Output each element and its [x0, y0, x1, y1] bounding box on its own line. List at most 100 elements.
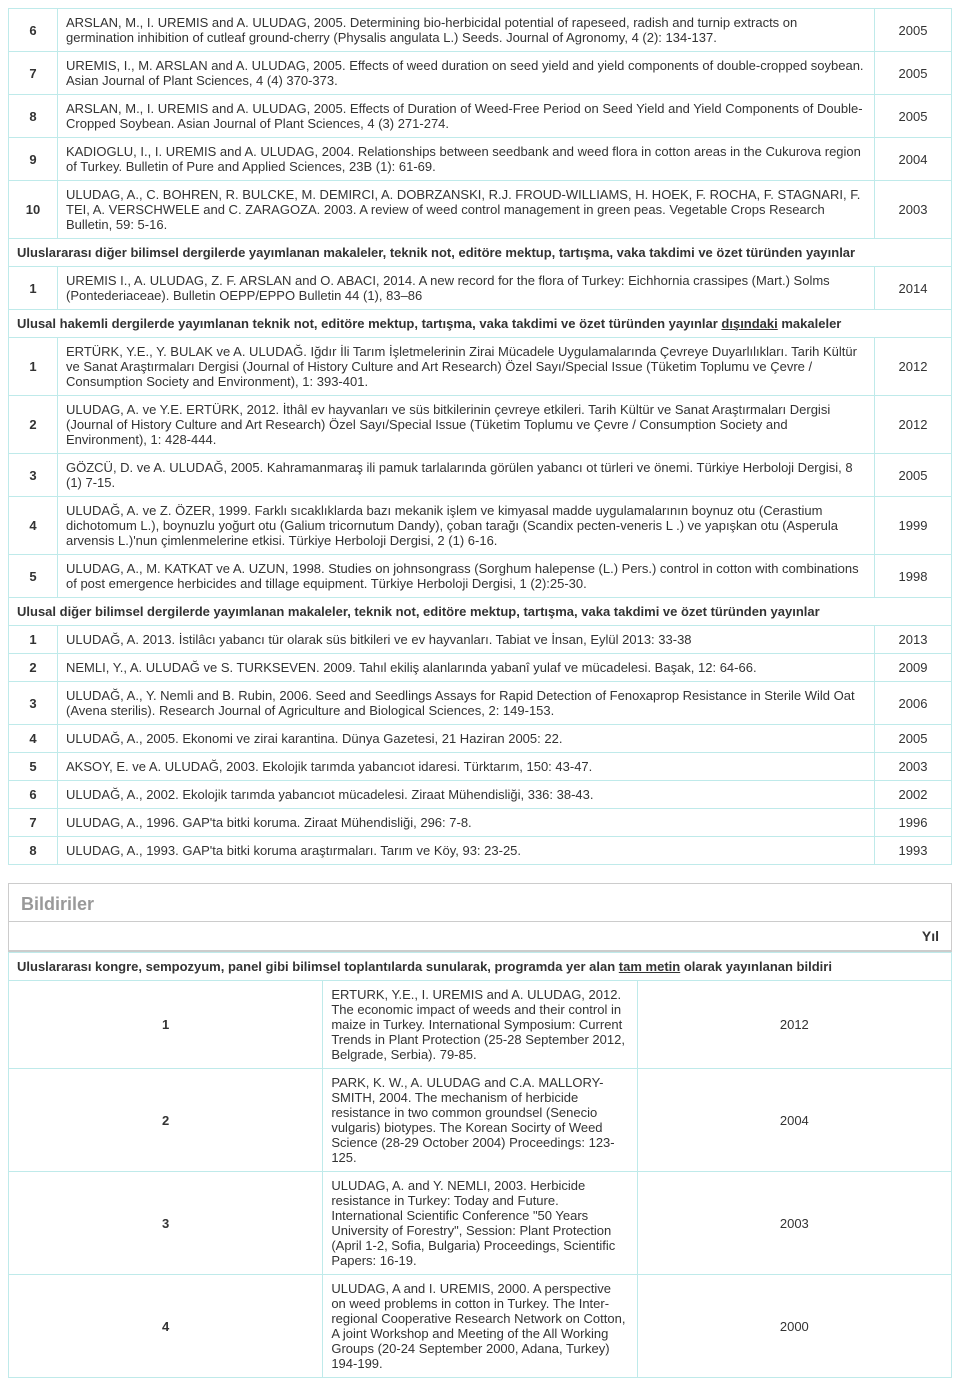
row-year: 2012: [875, 396, 952, 454]
table-row: 10ULUDAG, A., C. BOHREN, R. BULCKE, M. D…: [9, 181, 952, 239]
table-row: 7ULUDAG, A., 1996. GAP'ta bitki koruma. …: [9, 809, 952, 837]
row-number: 5: [9, 753, 58, 781]
row-number: 9: [9, 138, 58, 181]
row-year: 2005: [875, 9, 952, 52]
row-year: 2002: [875, 781, 952, 809]
row-citation: ULUDAG, A. ve Y.E. ERTÜRK, 2012. İthâl e…: [58, 396, 875, 454]
section-header-3: Ulusal diğer bilimsel dergilerde yayımla…: [9, 598, 952, 626]
table-row: 3GÖZCÜ, D. ve A. ULUDAĞ, 2005. Kahramanm…: [9, 454, 952, 497]
table-row: 9KADIOGLU, I., I. UREMIS and A. ULUDAG, …: [9, 138, 952, 181]
year-header: Yıl: [9, 922, 951, 951]
bildiriler-panel: Bildiriler Yıl: [8, 883, 952, 952]
table-row: 1ULUDAĞ, A. 2013. İstilâcı yabancı tür o…: [9, 626, 952, 654]
row-number: 10: [9, 181, 58, 239]
table-row: 3ULUDAG, A. and Y. NEMLI, 2003. Herbicid…: [9, 1172, 952, 1275]
row-year: 2003: [875, 753, 952, 781]
row-number: 3: [9, 1172, 323, 1275]
row-number: 8: [9, 95, 58, 138]
row-year: 1996: [875, 809, 952, 837]
table-row: 6ULUDAĞ, A., 2002. Ekolojik tarımda yaba…: [9, 781, 952, 809]
row-citation: ULUDAG, A. and Y. NEMLI, 2003. Herbicide…: [323, 1172, 637, 1275]
row-year: 1999: [875, 497, 952, 555]
row-number: 6: [9, 9, 58, 52]
row-number: 1: [9, 267, 58, 310]
row-year: 2005: [875, 95, 952, 138]
row-citation: UREMIS I., A. ULUDAG, Z. F. ARSLAN and O…: [58, 267, 875, 310]
panel-heading: Bildiriler: [9, 884, 951, 922]
row-number: 7: [9, 52, 58, 95]
table-row: 4ULUDAĞ, A. ve Z. ÖZER, 1999. Farklı sıc…: [9, 497, 952, 555]
row-year: 2003: [875, 181, 952, 239]
section-header-2: Ulusal hakemli dergilerde yayımlanan tek…: [9, 310, 952, 338]
row-year: 2000: [637, 1275, 951, 1378]
row-citation: ULUDAĞ, A., 2002. Ekolojik tarımda yaban…: [58, 781, 875, 809]
row-citation: UREMIS, I., M. ARSLAN and A. ULUDAG, 200…: [58, 52, 875, 95]
table-row: 8ARSLAN, M., I. UREMIS and A. ULUDAG, 20…: [9, 95, 952, 138]
row-year: 2009: [875, 654, 952, 682]
table-row: 5ULUDAG, A., M. KATKAT ve A. UZUN, 1998.…: [9, 555, 952, 598]
table-row: 2PARK, K. W., A. ULUDAG and C.A. MALLORY…: [9, 1069, 952, 1172]
row-number: 2: [9, 654, 58, 682]
row-citation: ULUDAG, A., C. BOHREN, R. BULCKE, M. DEM…: [58, 181, 875, 239]
table-row: 4ULUDAG, A and I. UREMIS, 2000. A perspe…: [9, 1275, 952, 1378]
row-citation: ULUDAG, A and I. UREMIS, 2000. A perspec…: [323, 1275, 637, 1378]
publications-table: 6ARSLAN, M., I. UREMIS and A. ULUDAG, 20…: [8, 8, 952, 865]
row-number: 2: [9, 1069, 323, 1172]
section-header-1: Uluslararası diğer bilimsel dergilerde y…: [9, 239, 952, 267]
row-citation: ULUDAĞ, A., Y. Nemli and B. Rubin, 2006.…: [58, 682, 875, 725]
row-number: 2: [9, 396, 58, 454]
row-citation: KADIOGLU, I., I. UREMIS and A. ULUDAG, 2…: [58, 138, 875, 181]
section-header-4: Uluslararası kongre, sempozyum, panel gi…: [9, 953, 952, 981]
row-number: 1: [9, 981, 323, 1069]
row-year: 2003: [637, 1172, 951, 1275]
row-number: 5: [9, 555, 58, 598]
row-number: 7: [9, 809, 58, 837]
row-citation: ULUDAĞ, A. 2013. İstilâcı yabancı tür ol…: [58, 626, 875, 654]
table-row: 4ULUDAĞ, A., 2005. Ekonomi ve zirai kara…: [9, 725, 952, 753]
table-row: 2NEMLI, Y., A. ULUDAĞ ve S. TURKSEVEN. 2…: [9, 654, 952, 682]
row-year: 2005: [875, 454, 952, 497]
row-number: 8: [9, 837, 58, 865]
row-year: 2004: [875, 138, 952, 181]
row-year: 2012: [875, 338, 952, 396]
row-citation: ARSLAN, M., I. UREMIS and A. ULUDAG, 200…: [58, 95, 875, 138]
table-row: 1UREMIS I., A. ULUDAG, Z. F. ARSLAN and …: [9, 267, 952, 310]
row-number: 6: [9, 781, 58, 809]
row-citation: GÖZCÜ, D. ve A. ULUDAĞ, 2005. Kahramanma…: [58, 454, 875, 497]
table-row: 8ULUDAG, A., 1993. GAP'ta bitki koruma a…: [9, 837, 952, 865]
row-citation: AKSOY, E. ve A. ULUDAĞ, 2003. Ekolojik t…: [58, 753, 875, 781]
row-number: 1: [9, 626, 58, 654]
bildiri-table: Uluslararası kongre, sempozyum, panel gi…: [8, 952, 952, 1378]
row-citation: NEMLI, Y., A. ULUDAĞ ve S. TURKSEVEN. 20…: [58, 654, 875, 682]
row-citation: ARSLAN, M., I. UREMIS and A. ULUDAG, 200…: [58, 9, 875, 52]
row-citation: ULUDAG, A., M. KATKAT ve A. UZUN, 1998. …: [58, 555, 875, 598]
row-number: 4: [9, 1275, 323, 1378]
row-year: 2005: [875, 725, 952, 753]
row-citation: ULUDAG, A., 1993. GAP'ta bitki koruma ar…: [58, 837, 875, 865]
row-year: 2004: [637, 1069, 951, 1172]
row-year: 2012: [637, 981, 951, 1069]
row-number: 4: [9, 497, 58, 555]
row-year: 2013: [875, 626, 952, 654]
row-number: 4: [9, 725, 58, 753]
row-citation: ULUDAĞ, A., 2005. Ekonomi ve zirai karan…: [58, 725, 875, 753]
row-year: 2005: [875, 52, 952, 95]
row-number: 3: [9, 454, 58, 497]
table-row: 1ERTÜRK, Y.E., Y. BULAK ve A. ULUDAĞ. Iğ…: [9, 338, 952, 396]
row-number: 1: [9, 338, 58, 396]
table-row: 3ULUDAĞ, A., Y. Nemli and B. Rubin, 2006…: [9, 682, 952, 725]
table-row: 7UREMIS, I., M. ARSLAN and A. ULUDAG, 20…: [9, 52, 952, 95]
row-citation: ERTÜRK, Y.E., Y. BULAK ve A. ULUDAĞ. Iğd…: [58, 338, 875, 396]
table-row: 5AKSOY, E. ve A. ULUDAĞ, 2003. Ekolojik …: [9, 753, 952, 781]
row-year: 1993: [875, 837, 952, 865]
row-year: 2006: [875, 682, 952, 725]
row-year: 1998: [875, 555, 952, 598]
row-citation: PARK, K. W., A. ULUDAG and C.A. MALLORY-…: [323, 1069, 637, 1172]
table-row: 6ARSLAN, M., I. UREMIS and A. ULUDAG, 20…: [9, 9, 952, 52]
table-row: 2ULUDAG, A. ve Y.E. ERTÜRK, 2012. İthâl …: [9, 396, 952, 454]
row-citation: ULUDAĞ, A. ve Z. ÖZER, 1999. Farklı sıca…: [58, 497, 875, 555]
row-citation: ULUDAG, A., 1996. GAP'ta bitki koruma. Z…: [58, 809, 875, 837]
row-citation: ERTURK, Y.E., I. UREMIS and A. ULUDAG, 2…: [323, 981, 637, 1069]
row-number: 3: [9, 682, 58, 725]
row-year: 2014: [875, 267, 952, 310]
